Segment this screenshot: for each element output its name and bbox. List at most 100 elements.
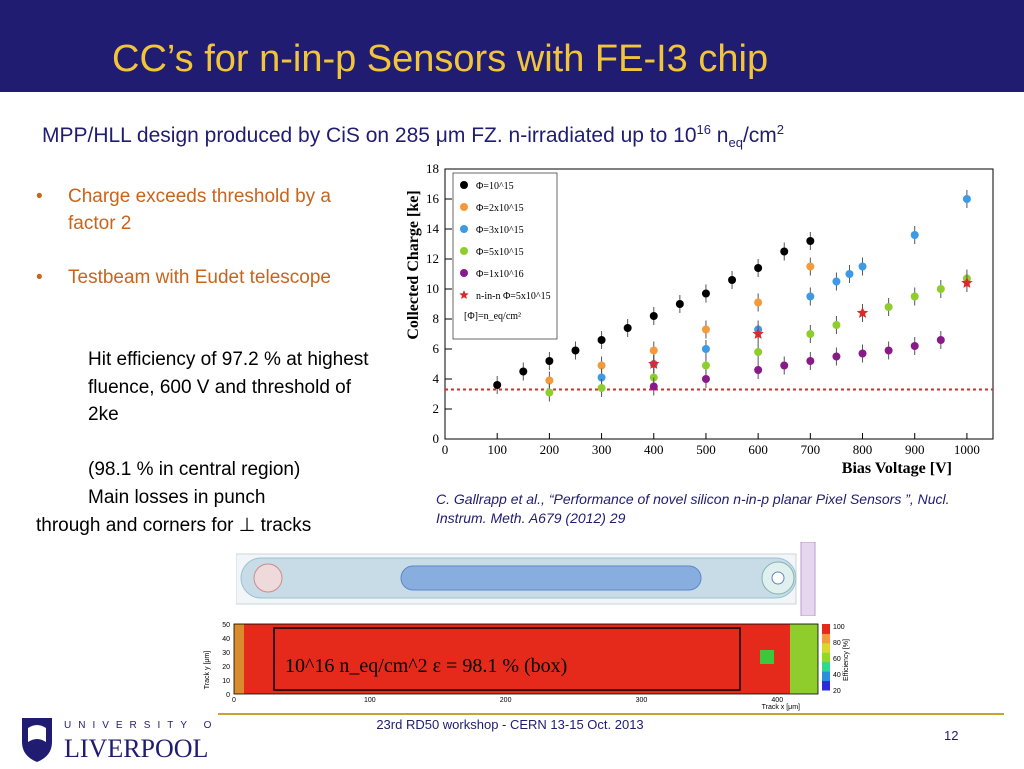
colorbar-tick: 60: [833, 656, 841, 663]
losses-line: Main losses in punch: [88, 486, 266, 508]
heatmap-y-tick: 50: [222, 622, 230, 629]
y-tick-label: 0: [433, 431, 440, 446]
university-logo: UNIVERSITY OF LIVERPOOL: [18, 712, 225, 764]
data-point-star: [752, 328, 764, 339]
data-point: [701, 325, 710, 334]
heatmap-corner-spot: [760, 650, 774, 664]
data-point: [936, 285, 945, 293]
heatmap-y-tick: 40: [222, 636, 230, 643]
y-tick-label: 10: [426, 281, 439, 296]
legend-marker-star: [459, 290, 469, 299]
y-tick-label: 18: [426, 161, 439, 176]
crest-shield: [22, 718, 52, 762]
bullet-list: • Charge exceeds threshold by a factor 2…: [36, 183, 381, 318]
x-tick-label: 800: [853, 442, 873, 457]
central-region-line: (98.1 % in central region): [88, 459, 301, 480]
data-point: [962, 195, 971, 203]
heatmap-edge-left: [234, 624, 244, 694]
y-axis-label: Collected Charge [ke]: [405, 190, 422, 339]
data-point: [806, 262, 815, 271]
y-tick-label: 2: [433, 401, 440, 416]
data-point: [754, 366, 763, 374]
colorbar-segment: [822, 671, 830, 682]
y-tick-label: 14: [426, 221, 440, 236]
data-point: [571, 346, 580, 355]
subtitle-main: MPP/HLL design produced by CiS on 285 μm…: [42, 124, 697, 147]
legend-label: Φ=3x10^15: [476, 225, 524, 236]
subtitle-exp1: 16: [696, 122, 711, 137]
bias-dot: [253, 563, 283, 593]
data-point: [701, 361, 710, 370]
heatmap-annotation: 10^16 n_eq/cm^2 ε = 98.1 % (box): [285, 655, 567, 677]
data-point: [701, 289, 710, 298]
colorbar-tick: 20: [833, 688, 841, 695]
central-box: [273, 627, 741, 691]
bullet-item: • Testbeam with Eudet telescope: [36, 264, 381, 291]
heatmap-x-tick: 0: [232, 697, 236, 704]
data-point: [858, 262, 867, 271]
data-point: [780, 361, 789, 370]
data-point: [806, 237, 815, 245]
data-point: [597, 373, 606, 382]
colorbar-segment: [822, 633, 830, 644]
legend-marker: [460, 203, 468, 211]
x-tick-label: 300: [592, 442, 612, 457]
plot-frame: [444, 168, 994, 440]
y-tick-label: 8: [433, 311, 440, 326]
y-tick-label: 16: [426, 191, 440, 206]
data-point: [597, 361, 606, 370]
central-region-paragraph: (98.1 % in central region) Main losses i…: [88, 456, 378, 511]
data-point: [780, 247, 789, 256]
data-point: [806, 357, 815, 365]
legend-label: Φ=1x10^16: [476, 269, 524, 280]
x-tick-label: 400: [644, 442, 664, 457]
colorbar-tick: 100: [833, 624, 845, 631]
data-point: [649, 382, 658, 391]
footer-divider: [218, 713, 1004, 715]
colorbar-segment: [822, 642, 830, 653]
heatmap-x-label: Track x [μm]: [762, 704, 800, 711]
y-tick-label: 12: [426, 251, 439, 266]
data-point: [936, 336, 945, 344]
data-point: [701, 345, 710, 353]
citation: C. Gallrapp et al., “Performance of nove…: [436, 491, 950, 526]
data-point: [910, 231, 919, 239]
colorbar-tick: 80: [833, 640, 841, 647]
colorbar-tick: 40: [833, 672, 841, 679]
heatmap-frame: [233, 623, 819, 695]
x-tick-label: 0: [442, 442, 449, 457]
heatmap-y-label: Track y [μm]: [204, 651, 211, 689]
subtitle-exp2: 2: [776, 122, 785, 137]
heatmap-x-tick: 300: [636, 697, 648, 704]
x-axis-label: Bias Voltage [V]: [842, 460, 952, 477]
x-tick-label: 700: [801, 442, 821, 457]
legend-label: Φ=5x10^15: [476, 247, 524, 258]
x-tick-label: 200: [540, 442, 560, 457]
heatmap-x-tick: 400: [771, 697, 783, 704]
data-point: [910, 342, 919, 350]
legend-note: [Φ]=n_eq/cm²: [464, 311, 521, 322]
page-number: 12: [944, 728, 959, 743]
bullet-item: • Charge exceeds threshold by a factor 2: [36, 183, 381, 237]
heatmap-x-tick: 200: [500, 697, 512, 704]
x-tick-label: 900: [905, 442, 925, 457]
heatmap-y-tick: 0: [226, 692, 230, 699]
bullet-dot: •: [36, 186, 43, 207]
charge-chart-svg: 0 100 200 300 400 500 600 700 800 900 1000 0 2 4 6 8 10 1…: [398, 155, 1002, 489]
data-point-star: [961, 277, 973, 288]
y-tick-label: 6: [433, 341, 440, 356]
subtitle-n: n: [710, 124, 729, 147]
heatmap-edge-right: [790, 624, 818, 694]
data-point: [754, 348, 763, 356]
legend-marker: [460, 181, 468, 189]
data-point: [858, 349, 867, 358]
subtitle-eq: eq: [728, 135, 743, 151]
crest-bird: [28, 725, 46, 742]
subtitle-cm: /cm: [742, 124, 777, 147]
data-point: [845, 270, 854, 278]
data-point: [832, 321, 841, 329]
legend-label: Φ=10^15: [476, 181, 514, 192]
colorbar-segment: [822, 624, 830, 634]
data-point: [649, 346, 658, 355]
data-point: [884, 346, 893, 355]
